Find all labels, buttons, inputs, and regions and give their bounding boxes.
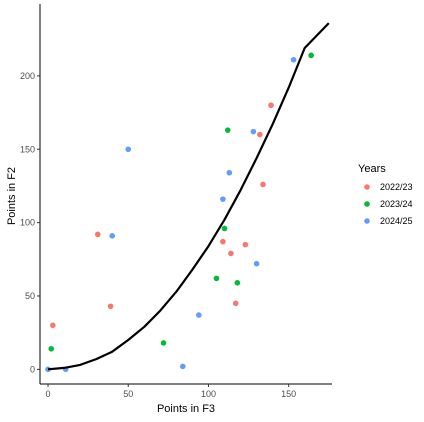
data-point: [220, 238, 226, 245]
legend-key: [364, 201, 370, 207]
y-tick-label: 0: [30, 364, 35, 374]
data-point: [253, 260, 260, 267]
y-axis-title: Points in F2: [6, 167, 18, 225]
y-axis-ticks: 0 50 100 150 200: [20, 71, 40, 374]
data-point: [232, 300, 239, 307]
legend-key: [364, 184, 370, 190]
data-point: [242, 241, 249, 248]
axes: 0 50 100 150 0 50 100 150 200 Points in F3 Poin…: [6, 4, 332, 415]
fit-curve: [47, 22, 330, 371]
data-point: [125, 146, 132, 153]
y-tick-label: 100: [20, 218, 35, 228]
legend-key: [364, 218, 370, 224]
data-point: [109, 233, 115, 239]
data-point: [224, 127, 231, 133]
data-point: [50, 322, 56, 329]
x-tick-label: 50: [123, 389, 133, 399]
data-point: [196, 312, 202, 318]
data-point: [257, 131, 263, 138]
data-point: [160, 340, 167, 346]
data-point: [48, 345, 55, 352]
data-point: [94, 231, 101, 238]
legend: Years 2022/23 2023/24 2024/25: [358, 163, 413, 226]
data-point: [268, 102, 274, 109]
y-tick-label: 150: [20, 144, 35, 154]
data-point: [213, 275, 220, 282]
x-axis-ticks: 0 50 100 150: [46, 384, 296, 399]
legend-items: 2022/23 2023/24 2024/25: [364, 182, 413, 226]
data-point: [179, 363, 186, 370]
legend-title: Years: [358, 163, 386, 175]
data-point: [260, 181, 266, 188]
y-tick-label: 200: [20, 71, 35, 81]
plot-area: [45, 22, 330, 373]
data-point: [234, 279, 241, 286]
legend-label: 2023/24: [380, 199, 413, 209]
data-point: [107, 303, 114, 310]
data-point: [290, 56, 297, 63]
x-tick-label: 100: [201, 389, 216, 399]
data-point: [250, 128, 257, 135]
data-point: [228, 250, 234, 257]
x-axis-title: Points in F3: [157, 403, 215, 415]
y-tick-label: 50: [25, 291, 35, 301]
data-point: [308, 52, 314, 59]
legend-label: 2024/25: [380, 216, 413, 226]
data-point: [221, 225, 228, 232]
x-tick-label: 0: [46, 389, 51, 399]
data-point: [220, 196, 226, 202]
legend-label: 2022/23: [380, 182, 413, 192]
x-tick-label: 150: [281, 389, 296, 399]
data-point: [226, 169, 233, 176]
